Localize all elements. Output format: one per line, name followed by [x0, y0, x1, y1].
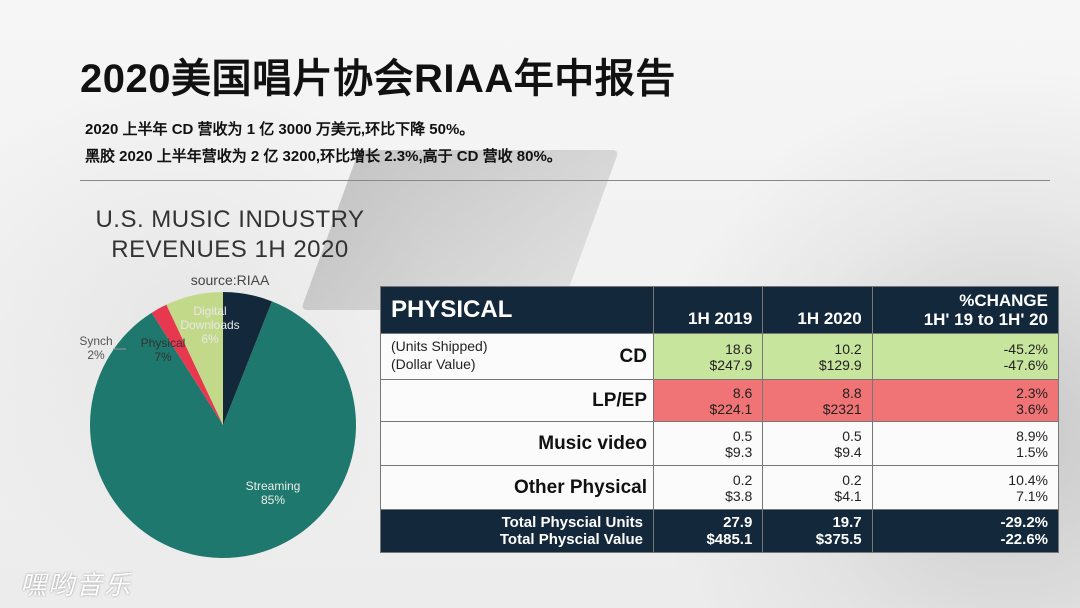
cell-units: 10.2 — [834, 340, 862, 357]
pie-label-physical: Physical 7% — [141, 336, 186, 364]
cell-2019: 18.6 $247.9 — [652, 333, 764, 380]
cell-units: 0.5 — [732, 427, 753, 444]
table-row-other-physical: Other Physical 0.2 $3.8 0.2 $4.1 10.4% 7.1% — [380, 465, 1060, 510]
header-col-2020: 1H 2020 — [762, 286, 873, 334]
header-col-2019: 1H 2019 — [652, 286, 764, 334]
cell-value: 3.6% — [1016, 400, 1048, 417]
table-row-music-video: Music video 0.5 $9.3 0.5 $9.4 8.9% 1.5% — [380, 421, 1060, 466]
cell-value: $4.1 — [834, 487, 862, 504]
cell-units: 19.7 — [832, 514, 862, 531]
table-row-cd: (Units Shipped) (Dollar Value) CD 18.6 $2… — [380, 333, 1060, 380]
row-label-text: CD — [619, 345, 647, 367]
physical-table: PHYSICAL 1H 2019 1H 2020 %CHANGE 1H' 19 … — [380, 286, 1060, 553]
units-annotation: (Units Shipped) (Dollar Value) — [391, 337, 488, 373]
cell-change: 2.3% 3.6% — [871, 379, 1060, 422]
pie-title-line-2: REVENUES 1H 2020 — [111, 236, 349, 263]
cell-2019: 8.6 $224.1 — [652, 379, 764, 422]
totals-label: Total Physcial Units Total Physcial Value — [380, 509, 654, 553]
table-totals-row: Total Physcial Units Total Physcial Value… — [380, 509, 1060, 553]
annotation-line-1: (Units Shipped) — [391, 337, 488, 354]
slide-title: 2020美国唱片协会RIAA年中报告 — [80, 57, 676, 101]
cell-units: 2.3% — [1016, 384, 1048, 401]
cell-change: 10.4% 7.1% — [871, 465, 1060, 510]
cell-units: 10.4% — [1008, 471, 1048, 488]
cell-units: -45.2% — [1003, 340, 1048, 357]
cell-value: $2321 — [822, 400, 862, 417]
cell-units: 0.2 — [732, 471, 753, 488]
cell-value: 7.1% — [1016, 487, 1048, 504]
cell-2020: 0.2 $4.1 — [762, 465, 873, 510]
pie-slice-digital-downloads — [223, 292, 272, 425]
row-label: Music video — [380, 421, 654, 466]
cell-units: -29.2% — [1000, 514, 1048, 531]
table-row-lpep: LP/EP 8.6 $224.1 8.8 $2321 2.3% 3.6% — [380, 379, 1060, 422]
cell-2020: 0.5 $9.4 — [762, 421, 873, 466]
cell-value: 1.5% — [1016, 443, 1048, 460]
cell-2019: 0.5 $9.3 — [652, 421, 764, 466]
pie-label-streaming: Streaming 85% — [246, 479, 301, 507]
table-header-row: PHYSICAL 1H 2019 1H 2020 %CHANGE 1H' 19 … — [380, 286, 1060, 334]
cell-units: 27.9 — [723, 514, 753, 531]
pie-label-synch: Synch 2% — [79, 334, 112, 362]
cell-2019: 0.2 $3.8 — [652, 465, 764, 510]
pie-slice-streaming — [89, 301, 356, 558]
pie-title-line-1: U.S. MUSIC INDUSTRY — [95, 206, 365, 233]
cell-value: $3.8 — [725, 487, 753, 504]
totals-change: -29.2% -22.6% — [871, 509, 1060, 553]
row-label: LP/EP — [380, 379, 654, 422]
pie-source: source:RIAA — [190, 272, 270, 288]
cell-value: -47.6% — [1003, 356, 1048, 373]
pie-slice-physical — [166, 292, 223, 425]
cell-value: $9.4 — [834, 443, 862, 460]
subtitle-line-2: 黑胶 2020 上半年营收为 2 亿 3200,环比增长 2.3%,高于 CD … — [85, 148, 562, 165]
cell-change: 8.9% 1.5% — [871, 421, 1060, 466]
header-change-line-1: %CHANGE — [959, 291, 1048, 310]
cell-value: $224.1 — [709, 400, 753, 417]
cell-value: -22.6% — [1000, 531, 1048, 548]
pie-label-digital-downloads: Digital Downloads 6% — [180, 304, 239, 346]
totals-value-label: Total Physcial Value — [499, 531, 643, 548]
totals-units-label: Total Physcial Units — [501, 514, 643, 531]
row-label: Other Physical — [380, 465, 654, 510]
cell-value: $485.1 — [706, 531, 753, 548]
pie-chart-title: U.S. MUSIC INDUSTRY REVENUES 1H 2020 — [75, 205, 385, 265]
totals-2019: 27.9 $485.1 — [652, 509, 764, 553]
cell-units: 0.5 — [842, 427, 862, 444]
brand-watermark: 嘿哟音乐 — [20, 571, 133, 601]
cell-2020: 8.8 $2321 — [762, 379, 873, 422]
cell-units: 18.6 — [725, 340, 753, 357]
annotation-line-2: (Dollar Value) — [391, 355, 476, 372]
totals-2020: 19.7 $375.5 — [762, 509, 873, 553]
row-label: (Units Shipped) (Dollar Value) CD — [380, 333, 654, 380]
cell-value: $9.3 — [725, 443, 753, 460]
cell-change: -45.2% -47.6% — [871, 333, 1060, 380]
cell-value: $247.9 — [709, 356, 753, 373]
cell-units: 0.2 — [842, 471, 862, 488]
cell-value: $375.5 — [815, 531, 862, 548]
cell-units: 8.9% — [1016, 427, 1048, 444]
header-change-line-2: 1H' 19 to 1H' 20 — [923, 310, 1048, 329]
cell-2020: 10.2 $129.9 — [762, 333, 873, 380]
cell-value: $129.9 — [818, 356, 862, 373]
header-category: PHYSICAL — [380, 286, 654, 334]
subtitle-line-1: 2020 上半年 CD 营收为 1 亿 3000 万美元,环比下降 50%。 — [85, 121, 475, 138]
divider — [80, 180, 1050, 181]
cell-units: 8.8 — [842, 384, 862, 401]
header-col-change: %CHANGE 1H' 19 to 1H' 20 — [871, 286, 1060, 334]
cell-units: 8.6 — [732, 384, 753, 401]
pie-slice-synch — [151, 304, 223, 425]
